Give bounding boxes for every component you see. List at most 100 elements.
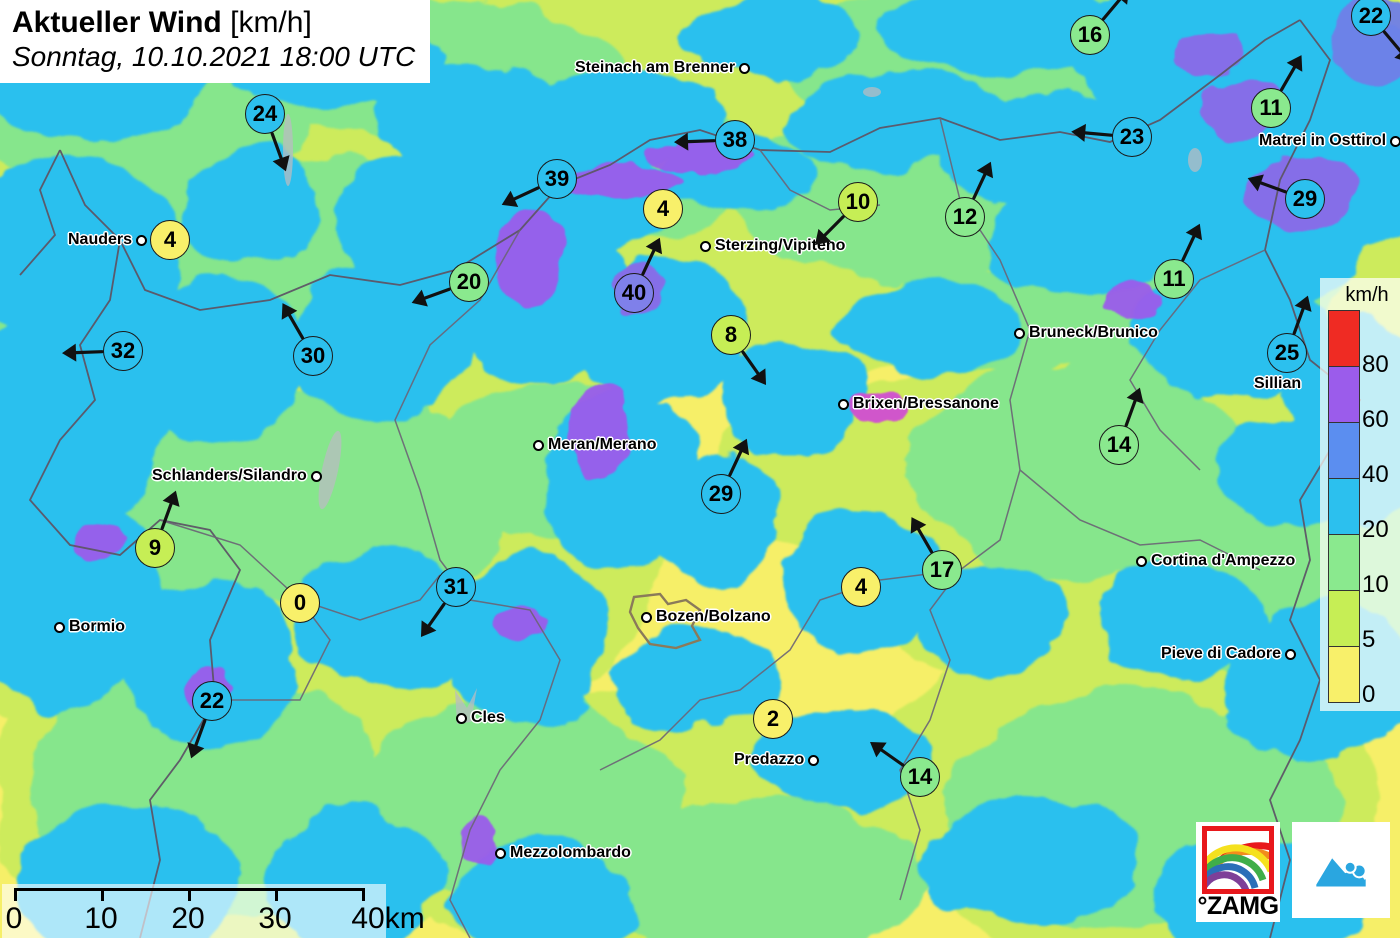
wind-speed-value: 40 [614, 273, 654, 313]
city-name: Bozen/Bolzano [656, 608, 771, 625]
wind-station-marker[interactable]: 25 [1267, 295, 1312, 373]
city-marker-icon [456, 712, 467, 724]
scale-bar: 0 10 20 30 40km [2, 884, 425, 938]
wind-speed-value: 29 [701, 474, 741, 514]
wind-station-marker[interactable]: 9 [135, 490, 180, 568]
wind-station-marker[interactable]: 30 [281, 303, 333, 376]
city-label: Steinach am Brenner [575, 59, 751, 77]
wind-speed-value: 30 [293, 336, 333, 376]
scale-label-4: 40km [351, 902, 425, 935]
zamg-logo: °ZAMG [1196, 822, 1280, 922]
city-marker-icon [495, 847, 506, 859]
wind-speed-value: 20 [449, 262, 489, 302]
wind-station-marker[interactable]: 14 [1099, 387, 1144, 465]
map-title-main: Aktueller Wind [12, 6, 222, 39]
wind-station-marker[interactable]: 10 [814, 182, 878, 246]
wind-speed-value: 12 [945, 197, 985, 237]
wind-station-marker[interactable]: 20 [411, 262, 489, 307]
city-name: Brixen/Bressanone [853, 395, 999, 412]
wind-station-marker[interactable]: 8 [711, 315, 767, 385]
wind-station-marker[interactable]: 29 [701, 438, 750, 514]
legend-band-20 [1329, 479, 1359, 535]
wind-speed-value: 4 [150, 220, 190, 260]
legend-tick-20: 20 [1362, 516, 1389, 543]
wind-speed-value: 14 [900, 757, 940, 797]
scale-bar-numbers: 0 10 20 30 40km [6, 902, 425, 936]
wind-speed-value: 38 [715, 120, 755, 160]
wind-station-marker[interactable]: 22 [187, 681, 232, 759]
wind-speed-value: 0 [280, 583, 320, 623]
legend-tick-0: 0 [1362, 681, 1376, 708]
city-name: Nauders [68, 231, 133, 248]
wind-station-marker[interactable]: 24 [245, 94, 290, 172]
wind-station-marker[interactable]: 0 [280, 583, 320, 623]
wind-station-marker[interactable]: 17 [910, 517, 962, 590]
city-name: Cles [471, 709, 505, 726]
scale-tick-4 [362, 888, 365, 901]
city-marker-icon [739, 62, 751, 74]
wind-speed-value: 39 [537, 159, 577, 199]
wind-station-marker[interactable]: 40 [614, 237, 663, 313]
legend: km/h 80 60 40 20 10 5 0 [1320, 278, 1400, 711]
city-name: Sillian [1254, 375, 1302, 392]
city-name: Pieve di Cadore [1161, 645, 1282, 662]
wind-speed-value: 4 [643, 189, 683, 229]
wind-station-marker[interactable]: 12 [945, 161, 994, 237]
city-label: Bruneck/Brunico [1014, 324, 1158, 342]
city-marker-icon [1014, 327, 1025, 339]
wind-speed-value: 29 [1285, 179, 1325, 219]
wind-station-marker[interactable]: 29 [1247, 174, 1325, 219]
wind-station-marker[interactable]: 22 [1351, 0, 1400, 63]
scale-bar-rule [8, 888, 368, 902]
city-label: Sillian [1254, 375, 1301, 393]
city-label: Sterzing/Vipiteno [700, 237, 845, 255]
wind-speed-value: 24 [245, 94, 285, 134]
scale-tick-3 [275, 888, 278, 901]
wind-station-marker[interactable]: 23 [1071, 117, 1152, 157]
legend-band-10 [1329, 535, 1359, 591]
wind-speed-value: 31 [436, 567, 476, 607]
mountain-cloud-icon [1316, 856, 1367, 887]
wind-speed-value: 17 [922, 550, 962, 590]
city-name: Cortina d'Ampezzo [1151, 552, 1296, 569]
wind-station-marker[interactable]: 4 [150, 220, 190, 260]
wind-station-marker[interactable]: 11 [1251, 55, 1303, 128]
bolzano-boundary [628, 592, 702, 650]
legend-tick-labels: 80 60 40 20 10 5 0 [1360, 310, 1400, 708]
wind-station-marker[interactable]: 31 [420, 567, 476, 637]
wind-speed-value: 11 [1251, 88, 1291, 128]
map-title-box: Aktueller Wind [km/h] Sonntag, 10.10.202… [0, 0, 430, 82]
city-marker-icon [1136, 555, 1147, 567]
map-timestamp: Sonntag, 10.10.2021 18:00 UTC [12, 41, 416, 72]
wind-station-marker[interactable]: 11 [1154, 223, 1203, 299]
scale-tick-1 [101, 888, 104, 901]
wind-station-marker[interactable]: 16 [1070, 0, 1130, 55]
scale-tick-2 [188, 888, 191, 901]
wind-speed-value: 22 [192, 681, 232, 721]
city-label: Cles [456, 709, 505, 727]
legend-band-40 [1329, 423, 1359, 479]
wind-station-marker[interactable]: 4 [643, 189, 683, 229]
regional-border [159, 117, 1266, 938]
scale-label-1: 10 [84, 902, 118, 935]
wind-station-marker[interactable]: 32 [62, 331, 143, 371]
city-label: Predazzo [734, 751, 820, 769]
scale-label-3: 30 [258, 902, 292, 935]
city-label: Schlanders/Silandro [152, 467, 322, 485]
city-label: Pieve di Cadore [1161, 645, 1297, 663]
city-name: Predazzo [734, 751, 805, 768]
wind-speed-value: 16 [1070, 15, 1110, 55]
legend-tick-60: 60 [1362, 406, 1389, 433]
wind-speed-value: 2 [753, 699, 793, 739]
legend-band-0 [1329, 647, 1359, 702]
legend-tick-80: 80 [1362, 351, 1389, 378]
wind-station-marker[interactable]: 4 [841, 567, 881, 607]
wind-station-marker[interactable]: 38 [674, 120, 755, 160]
wind-station-marker[interactable]: 2 [753, 699, 793, 739]
wind-speed-value: 8 [711, 315, 751, 355]
wind-station-marker[interactable]: 39 [501, 159, 577, 208]
city-label: Meran/Merano [533, 436, 656, 454]
wind-station-marker[interactable]: 14 [870, 741, 940, 797]
city-name: Matrei in Osttirol [1259, 132, 1387, 149]
